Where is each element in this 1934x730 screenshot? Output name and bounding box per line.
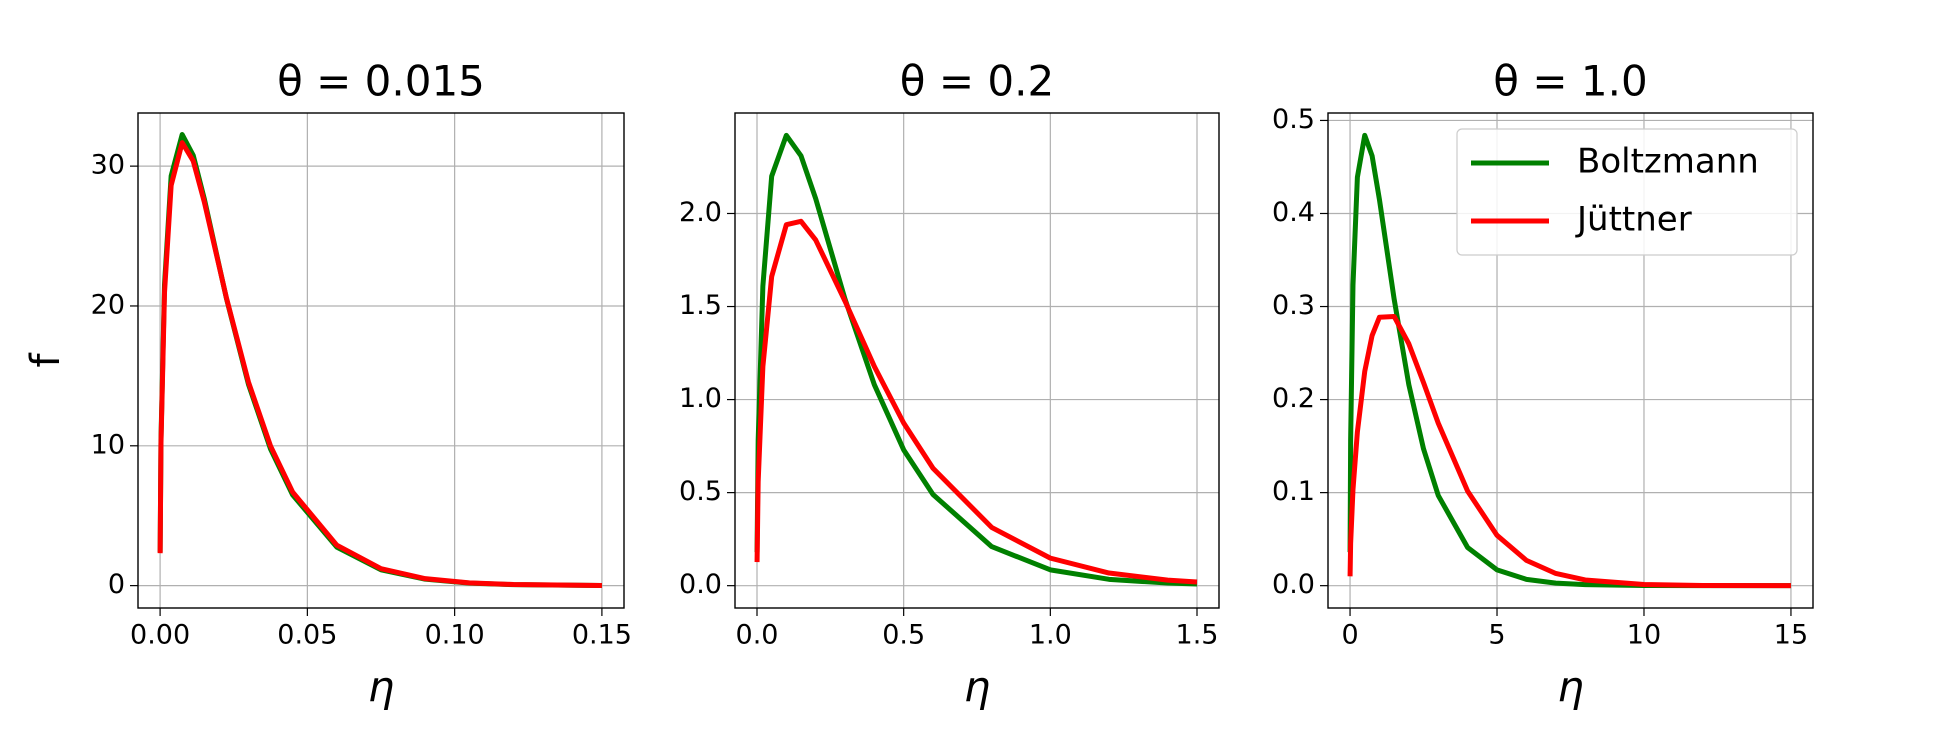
- plot-frame: [137, 112, 625, 609]
- x-tick-label: 0.00: [130, 620, 190, 651]
- x-tick-label: 0.10: [425, 620, 485, 651]
- x-tick-label: 1.5: [1176, 620, 1219, 651]
- plot-frame: [1327, 112, 1814, 609]
- series-line: [754, 132, 1198, 587]
- x-tick-label: 5: [1488, 620, 1505, 651]
- y-tick-label: 0.5: [679, 476, 722, 507]
- y-tick-label: 20: [91, 289, 125, 320]
- y-tick-label: 1.5: [679, 290, 722, 321]
- x-tick-label: 0.15: [572, 620, 632, 651]
- x-axis-label: η: [368, 663, 395, 712]
- x-tick-label: 15: [1774, 620, 1808, 651]
- y-tick-label: 0.5: [1272, 104, 1315, 135]
- chart-title: θ = 0.015: [277, 57, 485, 106]
- series-line: [1347, 132, 1791, 589]
- x-tick-label: 0.0: [736, 620, 779, 651]
- y-tick-label: 0.3: [1272, 290, 1315, 321]
- y-tick-label: 1.0: [679, 383, 722, 414]
- y-tick-label: 0.2: [1272, 383, 1315, 414]
- plot-frame: [734, 112, 1220, 609]
- y-tick-label: 2.0: [679, 197, 722, 228]
- series-line: [1347, 313, 1791, 589]
- x-tick-label: 0.5: [882, 620, 925, 651]
- x-axis-label: η: [1557, 663, 1584, 712]
- y-axis-label: f: [23, 353, 69, 368]
- y-tick-label: 0: [108, 569, 125, 600]
- x-tick-label: 0.05: [277, 620, 337, 651]
- y-tick-label: 0.1: [1272, 476, 1315, 507]
- x-tick-label: 1.0: [1029, 620, 1072, 651]
- chart-title: θ = 0.2: [900, 57, 1054, 106]
- legend-label: Jüttner: [1575, 200, 1692, 240]
- y-tick-label: 10: [91, 429, 125, 460]
- y-tick-label: 0.0: [679, 569, 722, 600]
- x-axis-label: η: [964, 663, 991, 712]
- y-tick-label: 30: [91, 150, 125, 181]
- chart-title: θ = 1.0: [1493, 57, 1647, 106]
- y-tick-label: 0.4: [1272, 197, 1315, 228]
- series-line: [754, 218, 1198, 585]
- legend-label: Boltzmann: [1577, 142, 1759, 182]
- x-tick-label: 0: [1341, 620, 1358, 651]
- series-line: [157, 140, 602, 588]
- series-line: [157, 132, 602, 588]
- y-tick-label: 0.0: [1272, 569, 1315, 600]
- x-tick-label: 10: [1627, 620, 1661, 651]
